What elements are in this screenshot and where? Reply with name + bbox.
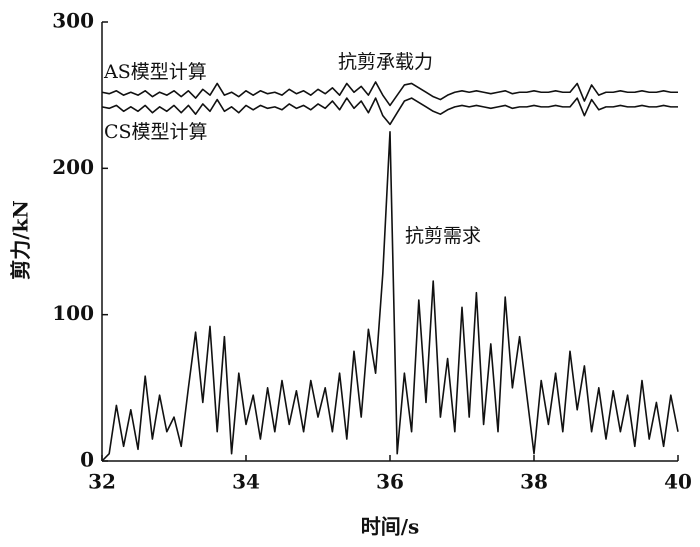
line-series xyxy=(101,97,678,126)
y-tick-label: 200 xyxy=(52,155,94,179)
y-tick-label: 100 xyxy=(52,301,94,325)
annotation: CS模型计算 xyxy=(104,121,208,143)
y-tick-label: 0 xyxy=(80,448,94,472)
annotation: 抗剪需求 xyxy=(405,225,481,247)
line-series xyxy=(101,130,679,462)
annotation: 抗剪承载力 xyxy=(338,51,433,73)
x-axis-label: 时间/s xyxy=(361,515,420,539)
y-tick-label: 300 xyxy=(52,9,94,33)
y-axis-label: 剪力/kN xyxy=(9,200,33,279)
x-tick-label: 34 xyxy=(232,470,260,494)
x-tick-label: 38 xyxy=(520,470,548,494)
line-series xyxy=(101,81,678,107)
x-tick-label: 36 xyxy=(376,470,404,494)
x-tick-label: 32 xyxy=(88,470,116,494)
annotation: AS模型计算 xyxy=(103,61,207,83)
x-tick-label: 40 xyxy=(664,470,692,494)
